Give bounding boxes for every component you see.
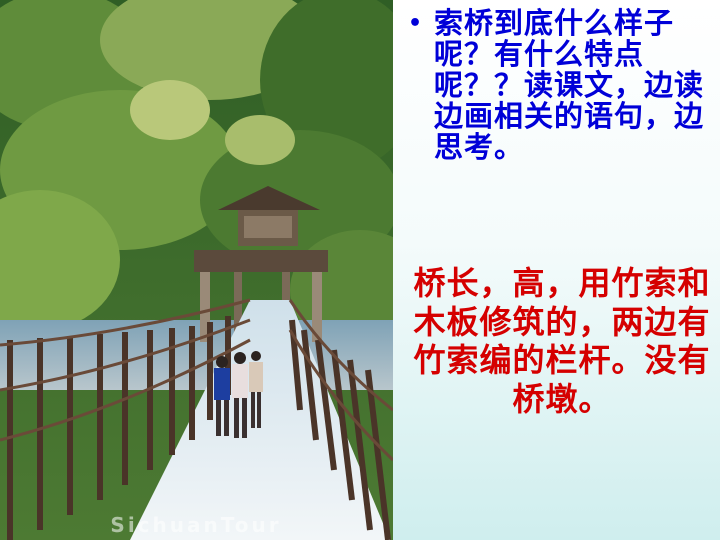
bullet-point: • (408, 11, 424, 36)
question-text: 索桥到底什么样子呢？有什么特点呢？？读课文，边读边画相关的语句，边思考。 (434, 6, 705, 164)
bridge-photo-illustration: SichuanTour (0, 0, 393, 540)
answer-text: 桥长，高，用竹索和木板修筑的，两边有竹索编的栏杆。没有桥墩。 (413, 264, 711, 418)
question-block: • 索桥到底什么样子呢？有什么特点呢？？读课文，边读边画相关的语句，边思考。 (408, 8, 708, 163)
photo-watermark: SichuanTour (110, 513, 281, 537)
bridge-photo: SichuanTour (0, 0, 393, 540)
